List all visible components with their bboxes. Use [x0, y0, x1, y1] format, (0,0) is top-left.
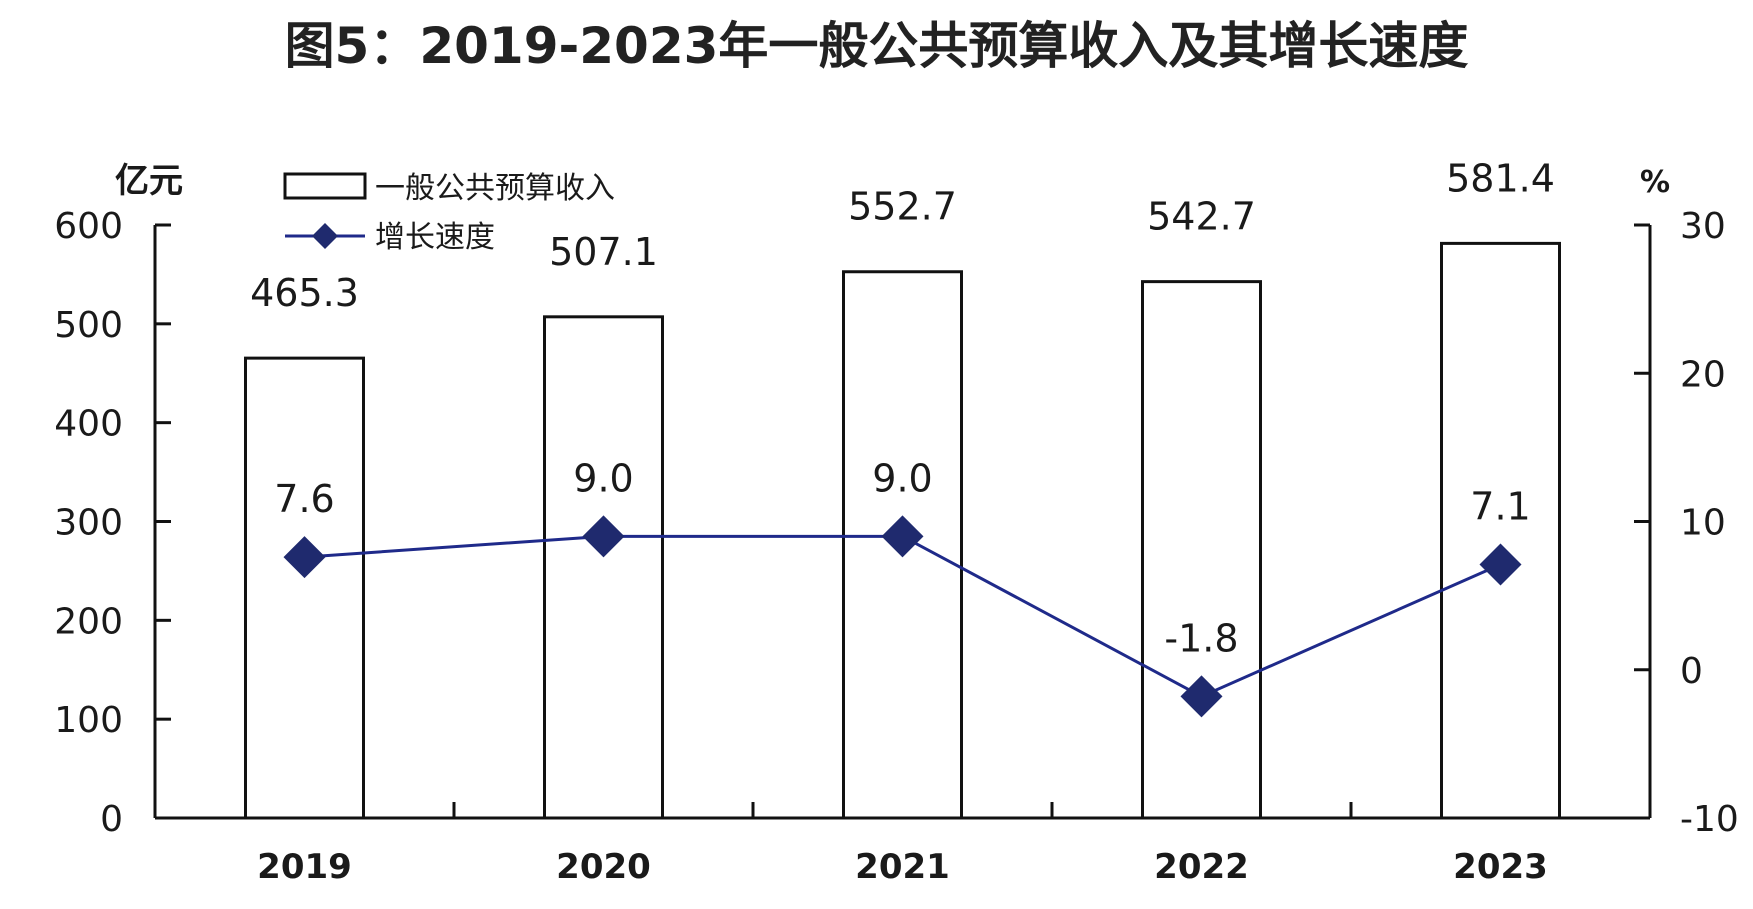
- y-left-tick-label-100: 100: [54, 700, 123, 741]
- bar-2022: [1141, 280, 1262, 820]
- x-tick-label-2019: 2019: [257, 847, 352, 887]
- x-tick-label-2020: 2020: [556, 847, 651, 887]
- growth-label-2023: 7.1: [1470, 484, 1530, 528]
- bar-2020: [543, 315, 664, 820]
- y-right-tick-label-0: 0: [1680, 651, 1703, 692]
- bar-label-2023: 581.4: [1446, 156, 1555, 200]
- y-left-tick-label-0: 0: [100, 799, 123, 840]
- growth-label-2020: 9.0: [573, 456, 633, 500]
- y-right-tick-label--10: -10: [1680, 799, 1739, 840]
- chart-title: 图5：2019-2023年一般公共预算收入及其增长速度: [284, 17, 1469, 75]
- legend-line-label: 增长速度: [375, 220, 495, 255]
- y-left-unit: 亿元: [115, 161, 183, 201]
- y-left-tick-label-600: 600: [54, 206, 123, 247]
- bar-2023: [1440, 241, 1561, 820]
- bar-label-2021: 552.7: [848, 185, 957, 229]
- y-right-tick-label-10: 10: [1680, 503, 1726, 544]
- y-left-tick-label-400: 400: [54, 404, 123, 445]
- x-tick-label-2022: 2022: [1154, 847, 1249, 887]
- growth-label-2022: -1.8: [1164, 616, 1238, 660]
- y-left-tick-label-300: 300: [54, 503, 123, 544]
- y-left-tick-label-500: 500: [54, 305, 123, 346]
- legend-bar-swatch: [283, 172, 367, 200]
- x-tick-label-2023: 2023: [1453, 847, 1548, 887]
- bar-label-2022: 542.7: [1147, 195, 1256, 239]
- growth-marker-2022: [1180, 675, 1223, 718]
- growth-marker-2023: [1479, 543, 1522, 586]
- growth-marker-2021: [881, 515, 924, 558]
- bar-label-2019: 465.3: [250, 271, 359, 315]
- growth-label-2019: 7.6: [274, 477, 334, 521]
- growth-marker-2019: [283, 536, 326, 579]
- legend-line-marker: [312, 223, 338, 249]
- legend-bar-label: 一般公共预算收入: [375, 171, 615, 206]
- growth-label-2021: 9.0: [872, 456, 932, 500]
- bar-label-2020: 507.1: [549, 230, 658, 274]
- y-right-tick-label-20: 20: [1680, 354, 1726, 395]
- bar-2019: [244, 356, 365, 820]
- growth-marker-2020: [582, 515, 625, 558]
- x-tick-label-2021: 2021: [855, 847, 950, 887]
- y-right-tick-label-30: 30: [1680, 206, 1726, 247]
- y-right-unit: %: [1640, 165, 1670, 200]
- y-left-tick-label-200: 200: [54, 601, 123, 642]
